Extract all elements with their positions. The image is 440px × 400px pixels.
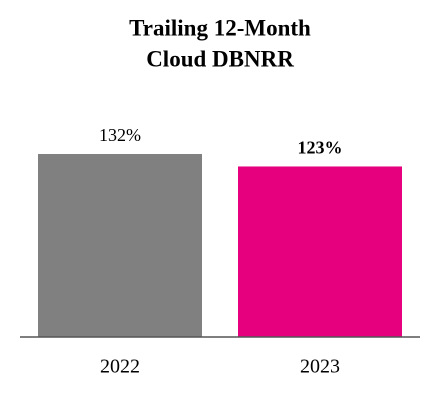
chart-title: Trailing 12-Month <box>129 15 311 40</box>
bar <box>38 154 202 337</box>
value-label: 132% <box>99 125 141 145</box>
chart-title: Cloud DBNRR <box>146 46 294 71</box>
x-tick-label: 2023 <box>300 356 340 378</box>
bar <box>238 166 402 337</box>
x-tick-label: 2022 <box>100 356 140 378</box>
value-label: 123% <box>298 138 343 158</box>
